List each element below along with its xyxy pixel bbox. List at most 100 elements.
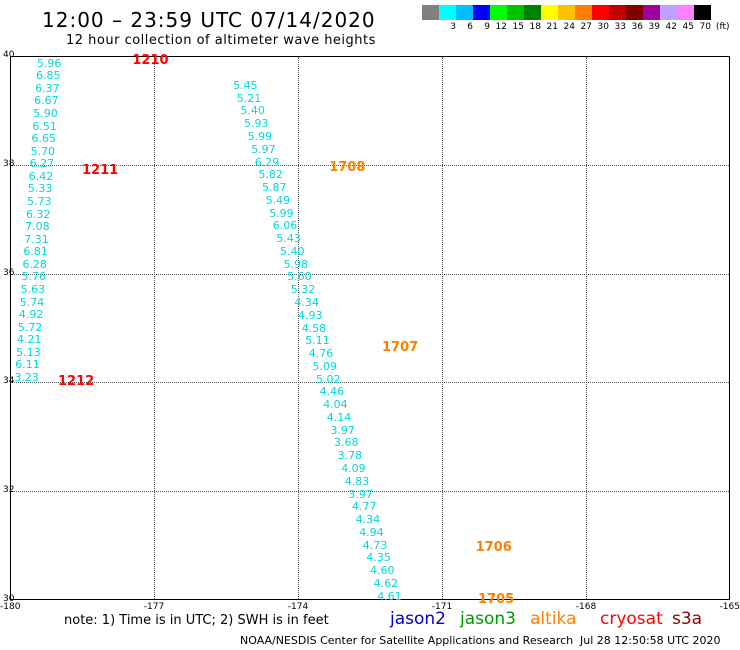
colorbar-swatch xyxy=(439,5,456,20)
colorbar-tick-label: 45 xyxy=(682,22,694,32)
wave-height-label: 6.29 xyxy=(254,155,280,169)
colorbar-swatch xyxy=(575,5,592,20)
wave-height-label: 4.94 xyxy=(359,525,384,539)
wave-height-label: 5.02 xyxy=(316,372,341,386)
wave-height-label: 5.32 xyxy=(290,283,316,297)
wave-height-label: 5.99 xyxy=(247,130,273,143)
colorbar-tick-label: 9 xyxy=(484,22,490,32)
colorbar-swatch xyxy=(609,5,626,20)
wave-height-label: 6.65 xyxy=(31,132,56,146)
colorbar-tick-label: 36 xyxy=(631,22,643,32)
map-area xyxy=(10,56,730,600)
colorbar-swatch xyxy=(677,5,694,20)
wave-height-label: 4.46 xyxy=(319,385,345,399)
colorbar-swatch xyxy=(694,5,711,20)
x-tick-label: -180 xyxy=(0,602,21,612)
colorbar-tick-label: 21 xyxy=(546,22,558,32)
x-tick-label: -177 xyxy=(143,602,165,612)
colorbar-tick-label: 42 xyxy=(665,22,677,32)
wave-height-label: 5.49 xyxy=(265,193,291,207)
wave-height-label: 3.97 xyxy=(348,487,373,501)
footnote: note: 1) Time is in UTC; 2) SWH is in fe… xyxy=(64,613,329,628)
wave-height-label: 5.90 xyxy=(33,106,58,120)
wave-height-label: 4.35 xyxy=(366,551,391,565)
wave-height-label: 5.96 xyxy=(36,56,62,70)
y-tick-label: 36 xyxy=(3,267,15,278)
colorbar-swatch xyxy=(422,5,439,20)
wave-height-label: 5.98 xyxy=(283,257,309,271)
pass-time-label: 1708 xyxy=(329,159,366,175)
wave-height-label: 5.43 xyxy=(276,232,301,246)
colorbar-tick-label xyxy=(422,22,439,32)
gridline-lon xyxy=(298,57,299,599)
colorbar-labels: 3 6 9 12 15 18 21 24 27 30 33 36 39 42 45 70 xyxy=(422,22,711,32)
wave-height-label: 3.78 xyxy=(337,449,363,463)
wave-height-label: 4.58 xyxy=(301,321,327,335)
colorbar-unit: (ft) xyxy=(716,22,730,32)
colorbar-swatch xyxy=(660,5,677,20)
gridline-lat xyxy=(11,273,729,275)
wave-height-label: 5.87 xyxy=(262,181,287,195)
wave-height-label: 4.34 xyxy=(294,296,319,310)
colorbar-tick-label: 30 xyxy=(597,22,609,32)
y-tick-label: 40 xyxy=(3,50,15,60)
wave-height-label: 4.60 xyxy=(370,564,395,578)
colorbar-tick-label: 15 xyxy=(512,22,524,32)
wave-height-label: 4.93 xyxy=(298,308,323,322)
wave-height-label: 5.09 xyxy=(312,359,337,373)
wave-height-label: 5.97 xyxy=(251,142,276,156)
colorbar-tick-label: 27 xyxy=(580,22,592,32)
footer-credit: NOAA/NESDIS Center for Satellite Applica… xyxy=(240,634,574,647)
wave-height-label: 5.60 xyxy=(287,270,312,284)
wave-height-label: 4.73 xyxy=(362,538,388,552)
x-tick-label: -165 xyxy=(719,602,740,612)
wave-height-label: 4.14 xyxy=(326,410,352,424)
wave-height-label: 4.21 xyxy=(17,333,42,347)
y-tick-label: 34 xyxy=(3,376,15,387)
colorbar-swatch xyxy=(541,5,558,20)
gridline-lat xyxy=(11,164,729,166)
wave-height-label: 4.77 xyxy=(352,500,377,514)
colorbar-tick-label: 70 xyxy=(699,22,711,32)
wave-height-label: 5.72 xyxy=(17,320,43,334)
wave-height-label: 5.99 xyxy=(269,206,294,220)
gridline-lon xyxy=(586,57,587,599)
wave-height-label: 4.34 xyxy=(355,513,381,527)
colorbar-tick-label: 39 xyxy=(648,22,660,32)
colorbar-swatch xyxy=(524,5,541,20)
wave-height-label: 4.09 xyxy=(341,462,366,476)
y-tick-label: 30 xyxy=(3,594,15,604)
wave-height-label: 7.08 xyxy=(25,220,50,234)
wave-height-label: 5.11 xyxy=(305,334,330,348)
wave-height-label: 6.06 xyxy=(272,219,298,233)
wave-height-label: 3.68 xyxy=(334,436,359,450)
wave-height-label: 5.93 xyxy=(244,117,269,131)
colorbar xyxy=(422,5,711,20)
wave-height-label: 5.13 xyxy=(16,345,41,359)
wave-height-label: 6.81 xyxy=(23,245,48,259)
wave-height-label: 5.40 xyxy=(240,104,265,118)
x-tick-label: -171 xyxy=(431,602,453,612)
wave-height-label: 5.21 xyxy=(236,91,262,105)
colorbar-swatch xyxy=(490,5,507,20)
colorbar-swatch xyxy=(473,5,490,20)
colorbar-tick-label: 33 xyxy=(614,22,626,32)
colorbar-tick-label: 3 xyxy=(450,22,456,32)
wave-height-label: 5.82 xyxy=(258,168,283,182)
wave-height-label: 4.92 xyxy=(18,308,44,322)
colorbar-tick-label: 18 xyxy=(529,22,541,32)
pass-time-label: 1705 xyxy=(478,592,515,607)
wave-height-label: 6.85 xyxy=(35,69,61,83)
wave-height-label: 3.23 xyxy=(14,371,39,385)
gridline-lat xyxy=(11,491,729,493)
satellite-legend-cryosat: cryosat xyxy=(600,609,663,629)
pass-time-label: 1212 xyxy=(58,374,95,390)
pass-time-label: 1210 xyxy=(132,53,169,69)
gridline-lat xyxy=(11,382,729,384)
wave-height-label: 5.73 xyxy=(26,194,52,208)
wave-height-label: 4.04 xyxy=(323,398,348,412)
wave-height-label: 5.45 xyxy=(233,78,258,92)
colorbar-swatch xyxy=(558,5,575,20)
wave-height-label: 6.28 xyxy=(22,257,47,271)
gridline-lon xyxy=(154,57,155,599)
